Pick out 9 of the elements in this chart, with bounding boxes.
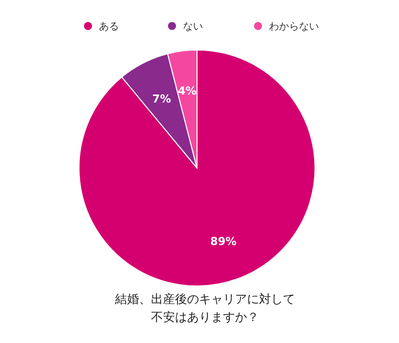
- pie-slice: [78, 50, 316, 286]
- data-label: 7%: [152, 92, 171, 106]
- pie-slice: [121, 53, 198, 168]
- data-label: 4%: [178, 84, 197, 98]
- data-label: 89%: [210, 235, 237, 248]
- text: 結婚、出産後のキャリアに対して不安はありますか？: [114, 292, 295, 324]
- legend-label: わからない: [269, 22, 319, 32]
- legend-label: ない: [183, 22, 203, 32]
- legend-label: ある: [99, 22, 119, 32]
